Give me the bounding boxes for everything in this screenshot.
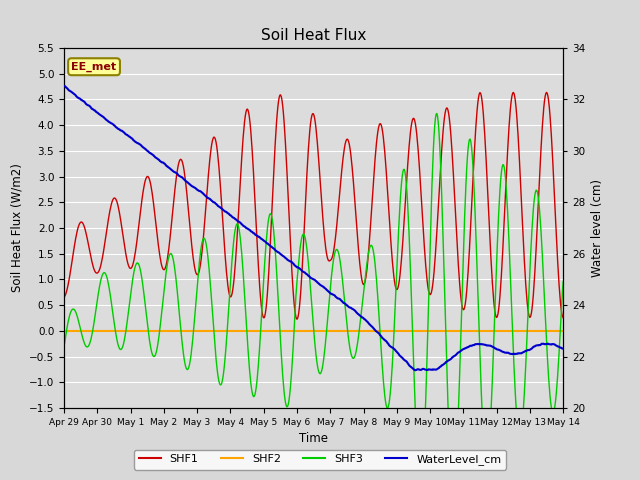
Legend: SHF1, SHF2, SHF3, WaterLevel_cm: SHF1, SHF2, SHF3, WaterLevel_cm <box>134 450 506 469</box>
Title: Soil Heat Flux: Soil Heat Flux <box>261 28 366 43</box>
Text: EE_met: EE_met <box>72 61 116 72</box>
X-axis label: Time: Time <box>299 432 328 445</box>
Y-axis label: Soil Heat Flux (W/m2): Soil Heat Flux (W/m2) <box>10 164 23 292</box>
Y-axis label: Water level (cm): Water level (cm) <box>591 179 604 277</box>
